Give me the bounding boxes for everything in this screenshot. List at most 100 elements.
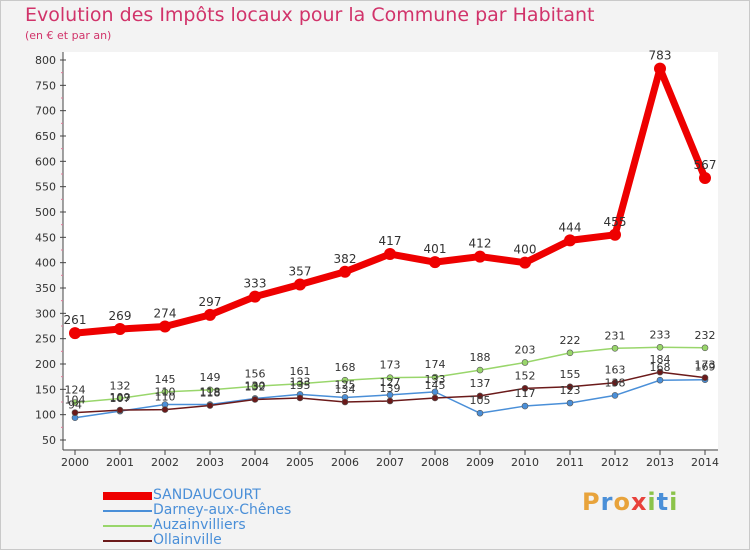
data-point	[656, 368, 664, 376]
legend-swatch	[103, 540, 152, 542]
x-tick-label: 2009	[466, 456, 494, 469]
data-label: 107	[110, 392, 131, 405]
data-point	[384, 248, 396, 261]
data-label: 455	[604, 215, 627, 229]
data-label: 567	[694, 158, 717, 172]
x-tick-label: 2012	[601, 456, 629, 469]
data-label: 174	[425, 358, 446, 371]
data-label: 123	[560, 384, 581, 397]
data-point	[206, 386, 214, 394]
data-point	[476, 392, 484, 400]
data-point	[656, 376, 664, 384]
data-label: 138	[605, 376, 626, 389]
y-tick-label: 350	[35, 282, 56, 295]
data-point	[476, 409, 484, 417]
data-label: 168	[650, 361, 671, 374]
data-label: 145	[425, 379, 446, 392]
logo-letter: i	[669, 488, 679, 516]
y-tick-label: 500	[35, 206, 56, 219]
y-tick-label: 100	[35, 409, 56, 422]
data-label: 269	[109, 309, 132, 323]
legend-label: Auzainvilliers	[153, 517, 246, 533]
logo-letter: r	[600, 488, 614, 516]
data-label: 261	[64, 313, 87, 327]
data-point	[431, 394, 439, 402]
data-point	[69, 327, 81, 340]
legend-label: SANDAUCOURT	[153, 487, 261, 503]
data-label: 417	[379, 234, 402, 248]
data-point	[609, 228, 621, 241]
x-tick-label: 2006	[331, 456, 359, 469]
data-label: 133	[290, 375, 311, 388]
x-tick-label: 2011	[556, 456, 584, 469]
data-label: 169	[695, 361, 716, 374]
data-point	[566, 383, 574, 391]
data-point	[114, 323, 126, 336]
logo-letter: x	[630, 488, 648, 516]
data-label: 94	[68, 399, 82, 412]
data-point	[611, 344, 619, 352]
data-label: 231	[605, 329, 626, 342]
data-label: 133	[425, 373, 446, 386]
data-label: 274	[154, 307, 177, 321]
data-point	[566, 349, 574, 357]
data-label: 232	[695, 329, 716, 342]
data-label: 117	[515, 387, 536, 400]
data-point	[519, 256, 531, 269]
y-tick-label: 300	[35, 307, 56, 320]
data-point	[701, 344, 709, 352]
x-tick-label: 2001	[106, 456, 134, 469]
data-label: 163	[605, 364, 626, 377]
data-label: 203	[515, 343, 536, 356]
y-tick-label: 650	[35, 130, 56, 143]
x-tick-label: 2007	[376, 456, 404, 469]
data-point	[386, 374, 394, 381]
data-point	[701, 374, 709, 381]
y-tick-label: 150	[35, 383, 56, 396]
data-label: 783	[649, 49, 672, 63]
y-tick-label: 50	[42, 434, 56, 447]
data-label: 168	[335, 361, 356, 374]
data-label: 130	[245, 379, 266, 392]
data-point	[71, 409, 79, 416]
data-label: 173	[695, 359, 716, 372]
data-point	[699, 172, 711, 185]
logo-letter: o	[613, 488, 631, 516]
data-label: 412	[469, 237, 492, 251]
data-label: 173	[380, 359, 401, 372]
data-label: 155	[560, 368, 581, 381]
data-label: 333	[244, 277, 267, 291]
legend-swatch	[103, 492, 152, 500]
data-point	[116, 406, 124, 414]
data-point	[341, 376, 349, 384]
data-point	[294, 278, 306, 291]
data-point	[521, 359, 529, 366]
data-label: 110	[155, 386, 176, 399]
data-point	[71, 399, 79, 406]
x-tick-label: 2004	[241, 456, 269, 469]
data-point	[161, 406, 169, 413]
chart-subtitle: (en € et par an)	[25, 29, 112, 42]
x-tick-label: 2005	[286, 456, 314, 469]
data-point	[341, 398, 349, 406]
data-label: 149	[200, 371, 221, 384]
data-point	[564, 234, 576, 247]
data-point	[476, 366, 484, 374]
data-point	[251, 396, 259, 403]
data-point	[429, 256, 441, 269]
legend-swatch	[103, 525, 152, 527]
data-point	[206, 402, 214, 409]
data-label: 357	[289, 264, 312, 278]
data-label: 104	[65, 394, 86, 407]
data-label: 132	[245, 380, 266, 393]
data-label: 401	[424, 242, 447, 256]
y-tick-label: 450	[35, 231, 56, 244]
data-label: 222	[560, 334, 581, 347]
logo-letter: P	[582, 488, 601, 516]
data-label: 109	[110, 391, 131, 404]
data-label: 118	[200, 386, 221, 399]
y-tick-label: 750	[35, 79, 56, 92]
data-point	[116, 395, 124, 402]
data-label: 105	[470, 394, 491, 407]
